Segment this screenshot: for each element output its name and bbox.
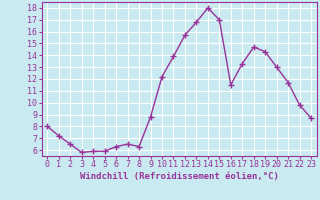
X-axis label: Windchill (Refroidissement éolien,°C): Windchill (Refroidissement éolien,°C) <box>80 172 279 181</box>
